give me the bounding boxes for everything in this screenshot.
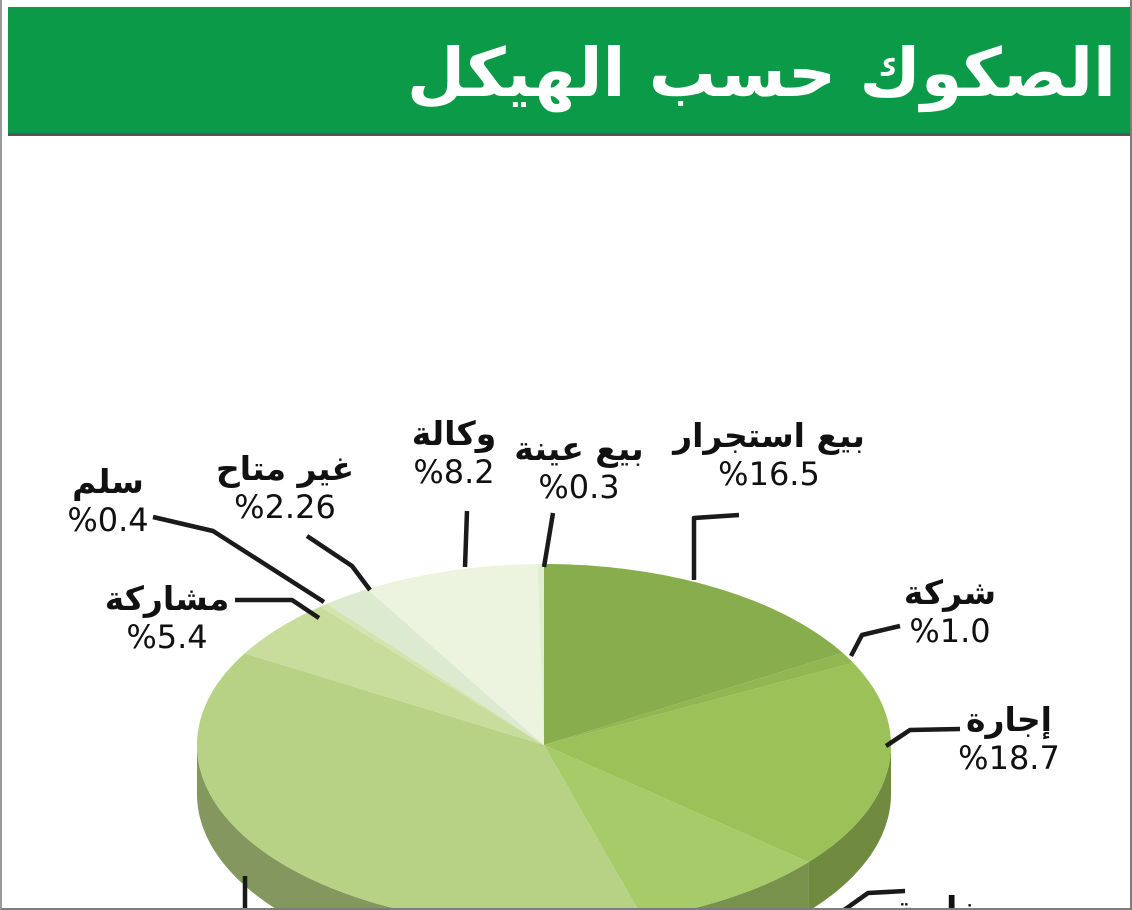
pie-slice-7 — [326, 589, 544, 745]
pie-rim-2 — [808, 745, 891, 908]
pie-slice-6 — [320, 603, 544, 745]
pie-slice-1 — [544, 652, 854, 745]
pie-rim-3 — [694, 862, 809, 908]
pie-slice-0 — [544, 564, 843, 745]
leader-line-5 — [235, 597, 321, 620]
leader-line-2 — [884, 726, 961, 748]
pie-slice-9 — [537, 564, 544, 745]
pie-slice-3 — [544, 745, 809, 908]
pie-chart-area: بيع استجرار %16.5 شركة %1.0 إجارة %18.7 مضاربة… — [2, 139, 1130, 908]
leader-line-7 — [305, 534, 372, 592]
leader-line-6 — [152, 514, 326, 604]
page-title: الصكوك حسب الهيكل — [406, 34, 1116, 112]
pie-rim-4 — [197, 745, 394, 908]
leader-line-0 — [691, 512, 740, 580]
pie-slice-8 — [367, 564, 544, 745]
leader-line-9 — [541, 512, 556, 568]
pie-slice-4 — [197, 653, 638, 908]
header-bar: الصكوك حسب الهيكل — [8, 7, 1130, 136]
leader-line-1 — [849, 623, 901, 658]
pie-slice-5 — [244, 606, 544, 745]
pie-slice-2 — [544, 662, 891, 863]
leader-line-8 — [462, 510, 470, 568]
pie-chart-svg — [152, 510, 961, 908]
leader-line-3 — [843, 888, 906, 908]
leader-line-4 — [242, 876, 248, 908]
